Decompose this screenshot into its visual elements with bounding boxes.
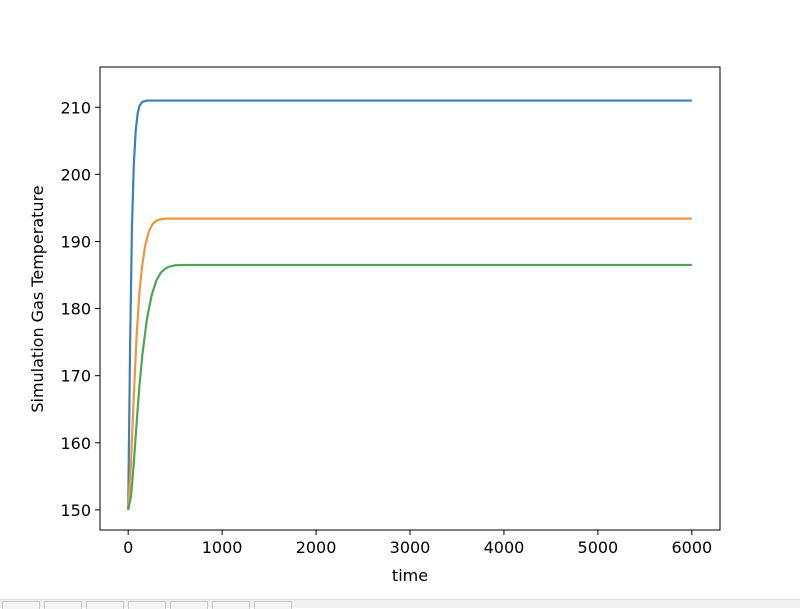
y-tick-label: 160 bbox=[60, 434, 91, 453]
configure-button[interactable] bbox=[212, 601, 250, 609]
x-tick-label: 5000 bbox=[578, 538, 619, 557]
x-axis-label: time bbox=[392, 566, 428, 585]
y-tick-label: 150 bbox=[60, 501, 91, 520]
x-tick-label: 0 bbox=[123, 538, 133, 557]
toolbar bbox=[0, 599, 800, 609]
x-tick-label: 1000 bbox=[202, 538, 243, 557]
x-tick-label: 4000 bbox=[484, 538, 525, 557]
series-line-2 bbox=[127, 217, 692, 510]
series-line-3 bbox=[127, 263, 692, 511]
y-axis-label: Simulation Gas Temperature bbox=[28, 185, 47, 412]
y-tick-label: 180 bbox=[60, 300, 91, 319]
x-tick-label: 6000 bbox=[671, 538, 712, 557]
series-lines bbox=[127, 99, 692, 511]
x-tick-label: 3000 bbox=[390, 538, 431, 557]
zoom-button[interactable] bbox=[170, 601, 208, 609]
home-button[interactable] bbox=[2, 601, 40, 609]
back-button[interactable] bbox=[44, 601, 82, 609]
y-tick-label: 210 bbox=[60, 98, 91, 117]
y-tick-label: 200 bbox=[60, 165, 91, 184]
save-button[interactable] bbox=[254, 601, 292, 609]
x-tick-label: 2000 bbox=[296, 538, 337, 557]
y-tick-label: 190 bbox=[60, 232, 91, 251]
y-axis-ticks: 150 160 170 180 190 200 210 bbox=[60, 98, 100, 520]
x-axis-ticks: 0 1000 2000 3000 4000 5000 6000 bbox=[123, 530, 712, 557]
y-tick-label: 170 bbox=[60, 367, 91, 386]
pan-button[interactable] bbox=[128, 601, 166, 609]
forward-button[interactable] bbox=[86, 601, 124, 609]
series-line-1 bbox=[127, 99, 692, 510]
